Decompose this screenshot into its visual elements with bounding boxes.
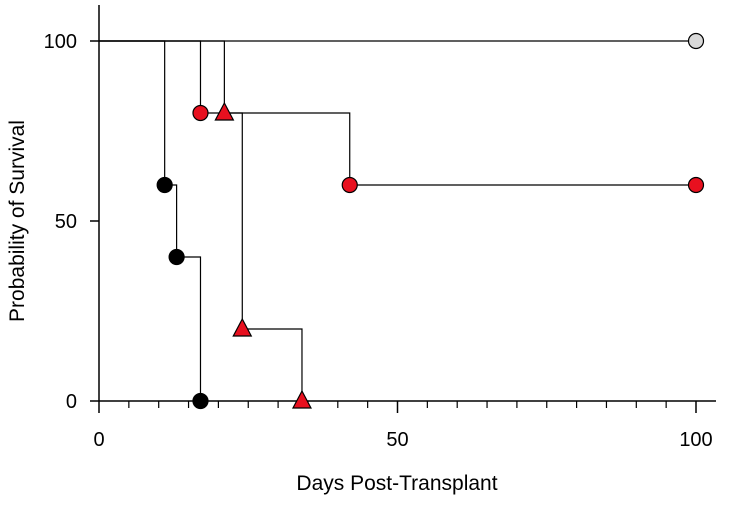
x-axis-title: Days Post-Transplant — [296, 472, 497, 495]
series-1-circle-marker — [156, 176, 173, 194]
y-tick-label: 100 — [44, 31, 77, 53]
axes: 0 50 100 0 50 100 — [44, 5, 716, 451]
series-2-line — [99, 40, 696, 186]
series-3-triangle-marker — [291, 389, 312, 409]
series-1-circle-marker — [192, 392, 209, 410]
x-tick-label: 100 — [679, 429, 712, 451]
y-tick-label: 50 — [55, 211, 77, 233]
series-2-circle-marker — [687, 176, 705, 194]
y-axis-title: Probability of Survival — [6, 120, 29, 322]
series-0-circle-marker — [687, 32, 705, 50]
series-3-triangle-marker — [214, 101, 235, 121]
series-3-triangle-marker — [232, 317, 253, 337]
series-3-line — [99, 40, 303, 401]
y-tick-label: 0 — [66, 391, 77, 413]
x-tick-label: 0 — [93, 429, 104, 451]
series-2-circle-marker — [341, 176, 358, 194]
series-1-line — [99, 40, 202, 401]
series-2-circle-marker — [192, 104, 209, 122]
series-1-circle-marker — [168, 248, 185, 266]
x-tick-label: 50 — [386, 429, 408, 451]
series-layer — [99, 32, 705, 410]
